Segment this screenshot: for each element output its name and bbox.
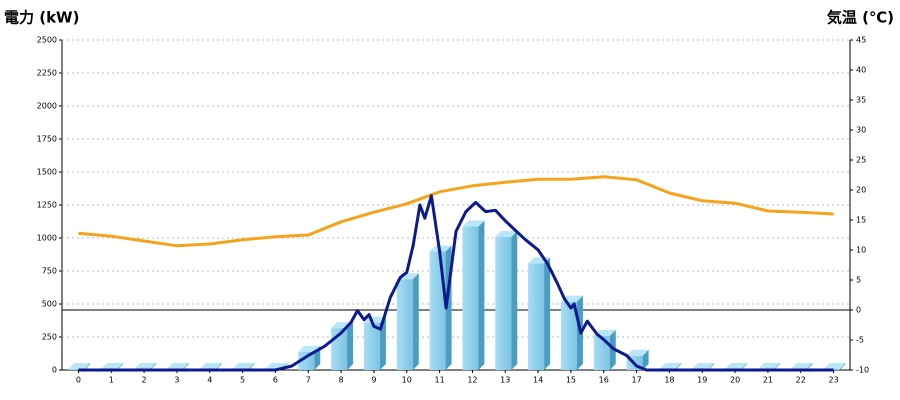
- bar-side: [741, 363, 748, 370]
- x-tick-label: 14: [533, 376, 543, 385]
- y2-tick-label: 30: [856, 126, 866, 135]
- y2-tick-label: 25: [856, 156, 866, 165]
- x-tick-label: 10: [402, 376, 412, 385]
- bar-top: [232, 363, 255, 369]
- bar-top: [495, 231, 518, 237]
- bar-top: [462, 220, 485, 227]
- y-tick-label: 0: [52, 366, 57, 375]
- bar-side: [478, 220, 485, 370]
- x-tick-label: 5: [240, 376, 245, 385]
- bar: [298, 351, 315, 370]
- bar-top: [101, 363, 124, 369]
- x-tick-label: 8: [339, 376, 344, 385]
- y-tick-label: 750: [42, 267, 57, 276]
- y2-tick-label: 0: [856, 306, 861, 315]
- bar: [593, 336, 610, 370]
- bar-top: [166, 363, 189, 369]
- x-tick-label: 15: [566, 376, 576, 385]
- bar-top: [68, 363, 91, 369]
- bar-top: [725, 363, 748, 369]
- x-tick-label: 1: [109, 376, 114, 385]
- bar-side: [544, 257, 551, 370]
- x-tick-label: 2: [142, 376, 147, 385]
- bar: [528, 263, 545, 370]
- x-tick-label: 21: [763, 376, 773, 385]
- bar: [560, 301, 577, 370]
- y-tick-label: 2250: [37, 69, 57, 78]
- bar-top: [134, 363, 157, 369]
- bar-top: [823, 363, 846, 369]
- x-tick-label: 12: [467, 376, 477, 385]
- bar-side: [248, 363, 255, 370]
- x-tick-label: 17: [631, 376, 641, 385]
- y-tick-label: 250: [42, 333, 57, 342]
- bar-side: [806, 363, 813, 370]
- bar-top: [757, 363, 780, 369]
- line: [78, 194, 834, 372]
- x-tick-label: 20: [730, 376, 740, 385]
- bar-side: [150, 363, 157, 370]
- bar-top: [626, 349, 649, 356]
- bar-top: [199, 363, 222, 369]
- x-tick-label: 6: [273, 376, 278, 385]
- bar: [495, 237, 512, 370]
- bar-side: [773, 363, 780, 370]
- y-tick-label: 1000: [37, 234, 57, 243]
- bar: [363, 322, 380, 370]
- bar-side: [215, 363, 222, 370]
- bar-side: [117, 363, 124, 370]
- y-tick-label: 1500: [37, 168, 57, 177]
- y2-axis-title: 気温 (℃): [827, 9, 894, 27]
- x-tick-label: 0: [76, 376, 81, 385]
- bar-top: [692, 363, 715, 369]
- y2-tick-label: 15: [856, 216, 866, 225]
- x-tick-label: 4: [207, 376, 212, 385]
- bar-top: [790, 363, 813, 369]
- y2-tick-label: 40: [856, 66, 866, 75]
- y-tick-label: 2000: [37, 102, 57, 111]
- bar-side: [642, 349, 649, 370]
- x-tick-label: 16: [599, 376, 609, 385]
- bar-side: [839, 363, 846, 370]
- x-tick-label: 7: [306, 376, 311, 385]
- y-tick-label: 2500: [37, 36, 57, 45]
- bar-side: [708, 363, 715, 370]
- x-tick-label: 9: [371, 376, 376, 385]
- y-tick-label: 500: [42, 300, 57, 309]
- y2-tick-label: 35: [856, 96, 866, 105]
- bar: [429, 251, 446, 370]
- y-tick-label: 1250: [37, 201, 57, 210]
- y2-tick-label: 5: [856, 276, 861, 285]
- y2-tick-label: -10: [856, 366, 869, 375]
- bar-side: [511, 231, 518, 370]
- x-tick-label: 22: [796, 376, 806, 385]
- bar: [396, 279, 413, 370]
- bar-side: [84, 363, 91, 370]
- line: [78, 175, 834, 248]
- x-tick-label: 19: [697, 376, 707, 385]
- y-tick-label: 1750: [37, 135, 57, 144]
- bar-side: [347, 322, 354, 370]
- x-tick-label: 11: [434, 376, 444, 385]
- y2-tick-label: 45: [856, 36, 866, 45]
- bar-side: [412, 273, 419, 370]
- x-tick-label: 18: [664, 376, 674, 385]
- y2-tick-label: 10: [856, 246, 866, 255]
- bar: [68, 369, 85, 370]
- bar-side: [182, 363, 189, 370]
- bar-side: [675, 363, 682, 370]
- y-axis-title: 電力 (kW): [4, 9, 79, 27]
- x-tick-label: 13: [500, 376, 510, 385]
- x-tick-label: 23: [828, 376, 838, 385]
- bar: [462, 226, 479, 370]
- bar-top: [659, 363, 682, 369]
- x-tick-label: 3: [174, 376, 179, 385]
- y2-tick-label: -5: [856, 336, 864, 345]
- y2-tick-label: 20: [856, 186, 866, 195]
